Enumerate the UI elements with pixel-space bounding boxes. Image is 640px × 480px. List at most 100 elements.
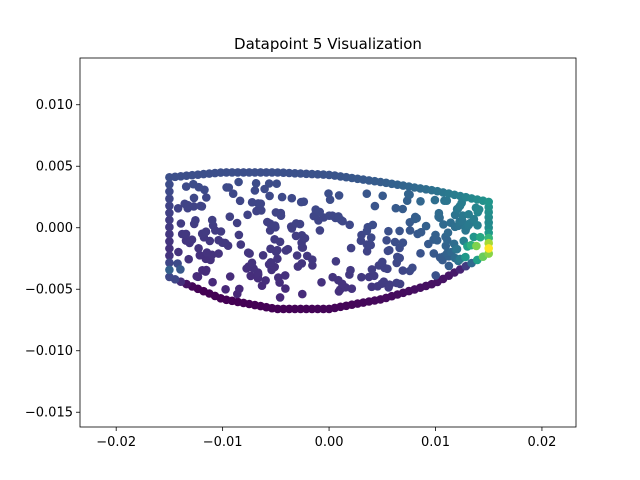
scatter-point — [221, 285, 230, 294]
scatter-point — [266, 244, 275, 254]
scatter-point — [165, 201, 174, 211]
scatter-point — [443, 236, 452, 245]
scatter-point — [274, 273, 283, 282]
scatter-point — [165, 258, 174, 268]
scatter-point — [395, 279, 405, 289]
scatter-point — [236, 240, 246, 249]
scatter-point — [165, 265, 174, 275]
scatter-point — [181, 182, 191, 191]
scatter-point — [283, 244, 293, 254]
scatter-point — [302, 251, 312, 261]
scatter-point — [270, 235, 279, 244]
scatter-point — [408, 263, 417, 273]
scatter-point — [346, 243, 356, 253]
x-tick-label: 0.00 — [315, 435, 344, 450]
scatter-point — [366, 233, 376, 242]
scatter-point — [430, 195, 440, 205]
y-tick-label: 0.000 — [36, 221, 73, 236]
scatter-point — [234, 177, 243, 187]
scatter-point — [395, 253, 405, 263]
scatter-point — [297, 231, 307, 240]
scatter-point — [461, 252, 470, 262]
scatter-point — [398, 204, 408, 214]
scatter-point — [334, 191, 344, 200]
scatter-point — [201, 227, 211, 236]
scatter-point — [225, 212, 235, 221]
scatter-point — [412, 213, 422, 223]
scatter-point — [442, 196, 452, 205]
scatter-point — [222, 183, 231, 192]
scatter-point — [367, 265, 377, 274]
scatter-point — [315, 226, 325, 235]
scatter-point — [405, 190, 414, 199]
x-tick-label: 0.02 — [527, 435, 556, 450]
scatter-point — [165, 237, 174, 246]
scatter-point — [174, 247, 183, 257]
scatter-point — [273, 254, 282, 264]
scatter-point — [390, 237, 400, 247]
scatter-point — [398, 266, 408, 275]
x-tick-label: −0.02 — [96, 435, 136, 450]
scatter-point — [195, 251, 205, 260]
scatter-point — [384, 226, 393, 236]
scatter-point — [484, 197, 494, 207]
scatter-point — [165, 229, 174, 239]
axes-frame — [79, 57, 577, 428]
scatter-point — [292, 251, 302, 260]
scatter-point — [165, 208, 174, 218]
scatter-point — [165, 244, 174, 253]
scatter-point — [266, 258, 276, 267]
scatter-point — [263, 217, 272, 227]
scatter-point — [385, 280, 394, 290]
scatter-point — [208, 277, 217, 287]
scatter-point — [228, 189, 238, 198]
scatter-point — [416, 249, 425, 258]
scatter-point — [346, 265, 355, 275]
y-tick-label: −0.015 — [25, 406, 73, 421]
scatter-point — [181, 229, 191, 239]
scatter-point — [434, 208, 444, 218]
scatter-point — [272, 179, 282, 188]
scatter-point — [220, 238, 230, 248]
scatter-point — [443, 228, 453, 237]
scatter-point — [243, 210, 252, 220]
scatter-point — [176, 219, 186, 228]
scatter-point — [176, 265, 185, 274]
scatter-point — [416, 227, 426, 237]
scatter-point — [317, 278, 326, 287]
scatter-point — [444, 261, 454, 271]
scatter-point — [472, 241, 481, 251]
scatter-point — [214, 235, 223, 245]
scatter-point — [328, 272, 338, 282]
scatter-point — [194, 244, 203, 253]
scatter-point — [196, 201, 205, 211]
scatter-point — [370, 201, 380, 211]
scatter-point — [165, 180, 174, 189]
scatter-point — [298, 289, 307, 299]
scatter-point — [251, 179, 261, 188]
scatter-point — [184, 254, 193, 264]
scatter-point — [180, 199, 189, 209]
scatter-point — [165, 215, 174, 225]
scatter-points — [165, 168, 494, 314]
scatter-point — [277, 192, 287, 202]
scatter-point — [247, 258, 257, 268]
scatter-point — [165, 272, 174, 282]
scatter-point — [192, 272, 201, 281]
scatter-point — [297, 259, 307, 268]
scatter-point — [257, 206, 266, 215]
scatter-point — [207, 215, 217, 225]
scatter-point — [247, 198, 257, 207]
x-tick-label: 0.01 — [421, 435, 450, 450]
scatter-point — [368, 220, 378, 230]
scatter-point — [225, 272, 235, 281]
scatter-point — [202, 265, 211, 275]
y-tick-label: −0.010 — [25, 344, 73, 359]
scatter-point — [261, 276, 270, 285]
scatter-point — [429, 249, 439, 258]
scatter-point — [439, 220, 448, 229]
scatter-point — [232, 218, 242, 228]
y-tick-label: 0.010 — [36, 98, 73, 113]
scatter-point — [391, 203, 401, 213]
